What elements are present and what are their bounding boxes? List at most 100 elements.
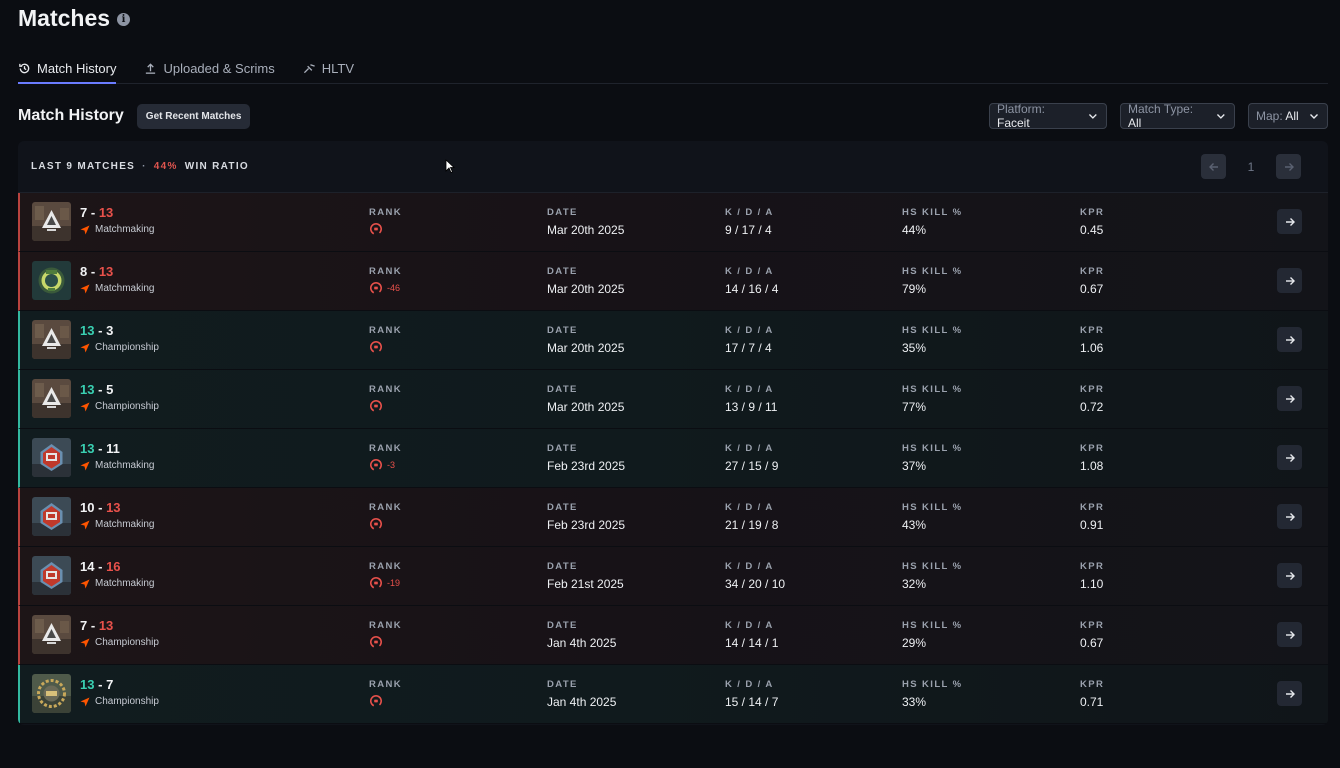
kda-column: K / D / A 27 / 15 / 9 [725,443,778,473]
hs-label: HS KILL % [902,679,963,690]
match-row[interactable]: 13 - 11 Matchmaking RANK -3 DATE Feb 23r… [18,429,1328,488]
hs-value: 77% [902,400,927,414]
match-mode: Matchmaking [80,578,154,589]
match-row[interactable]: 13 - 5 Championship RANK DATE Mar 20th 2… [18,370,1328,429]
score-dash: - [90,205,96,220]
arrow-right-icon [1285,217,1295,226]
map-thumbnail [32,556,71,595]
map-mirage-icon [32,615,71,654]
open-match-button[interactable] [1277,268,1302,293]
skill-level-icon [370,695,382,707]
kda-column: K / D / A 15 / 14 / 7 [725,679,778,709]
match-type-select[interactable]: Match Type: All [1120,102,1235,130]
score-team: 13 [80,382,95,397]
arrow-right-icon [1285,512,1295,521]
win-percentage: 44% [153,161,178,172]
score-block: 8 - 13 Matchmaking [80,264,154,294]
match-row[interactable]: 13 - 3 Championship RANK DATE Mar 20th 2… [18,311,1328,370]
match-type-value: All [1128,116,1142,130]
arrow-right-icon [1285,276,1295,285]
match-row[interactable]: 7 - 13 Championship RANK DATE Jan 4th 20… [18,606,1328,665]
skill-level-icon [370,518,382,530]
kda-column: K / D / A 13 / 9 / 11 [725,384,777,414]
score-team: 8 [80,264,88,279]
kpr-column: KPR 0.91 [1080,502,1104,532]
date-column: DATE Mar 20th 2025 [547,325,624,355]
tab-uploaded-scrims[interactable]: Uploaded & Scrims [144,58,275,84]
rank-label: RANK [369,207,403,218]
map-label: Map: [1256,109,1283,123]
date-label: DATE [547,384,578,395]
date-value: Feb 21st 2025 [547,577,624,591]
map-mirage-icon [32,202,71,241]
arrow-right-icon [1284,162,1294,171]
rank-value [369,222,402,236]
map-mirage-icon [32,320,71,359]
match-score: 14 - 16 [80,559,154,574]
match-row[interactable]: 7 - 13 Matchmaking RANK DATE Mar 20th 20… [18,193,1328,252]
tab-hltv[interactable]: HLTV [303,58,354,84]
faceit-icon [80,343,90,352]
date-value: Feb 23rd 2025 [547,459,626,473]
date-column: DATE Mar 20th 2025 [547,266,624,296]
kda-label: K / D / A [725,384,774,395]
open-match-button[interactable] [1277,445,1302,470]
match-row[interactable]: 8 - 13 Matchmaking RANK -46 DATE Mar 20t… [18,252,1328,311]
kpr-column: KPR 1.08 [1080,443,1104,473]
kpr-value: 1.08 [1080,459,1104,473]
hs-column: HS KILL % 79% [902,266,962,296]
match-row[interactable]: 14 - 16 Matchmaking RANK -19 DATE Feb 21… [18,547,1328,606]
hs-value: 35% [902,341,927,355]
match-mode-text: Championship [95,637,159,648]
skill-level-icon [370,282,382,294]
date-value: Mar 20th 2025 [547,223,625,237]
prev-page-button[interactable] [1201,154,1226,179]
kda-label: K / D / A [725,266,774,277]
platform-select[interactable]: Platform: Faceit [989,102,1107,130]
kpr-value: 0.67 [1080,636,1104,650]
match-row[interactable]: 10 - 13 Matchmaking RANK DATE Feb 23rd 2… [18,488,1328,547]
summary-bar: LAST 9 MATCHES · 44% WIN RATIO 1 [18,141,1328,193]
tab-match-history[interactable]: Match History [18,58,117,84]
map-mirage-icon [32,379,71,418]
date-value: Mar 20th 2025 [547,341,625,355]
tab-label: Uploaded & Scrims [163,61,275,76]
match-row[interactable]: 13 - 7 Championship RANK DATE Jan 4th 20… [18,665,1328,724]
rank-label: RANK [369,325,403,336]
open-match-button[interactable] [1277,386,1302,411]
open-match-button[interactable] [1277,327,1302,352]
map-thumbnail [32,261,71,300]
date-value: Mar 20th 2025 [547,400,625,414]
skill-level-icon [370,577,382,589]
faceit-icon [80,579,90,588]
score-opponent: 16 [106,559,121,574]
map-select[interactable]: Map: All [1248,103,1328,129]
kpr-column: KPR 0.45 [1080,207,1104,237]
rank-value [369,635,402,649]
score-dash: - [98,559,103,574]
hs-column: HS KILL % 37% [902,443,962,473]
open-match-button[interactable] [1277,504,1302,529]
kda-label: K / D / A [725,207,774,218]
next-page-button[interactable] [1276,154,1301,179]
page-title: Matches i [18,5,131,32]
open-match-button[interactable] [1277,681,1302,706]
hs-column: HS KILL % 44% [902,207,962,237]
rank-value: -46 [369,281,402,295]
score-block: 10 - 13 Matchmaking [80,500,154,530]
date-label: DATE [547,266,578,277]
hs-column: HS KILL % 77% [902,384,962,414]
match-mode-text: Matchmaking [95,283,155,294]
open-match-button[interactable] [1277,209,1302,234]
open-match-button[interactable] [1277,622,1302,647]
get-recent-matches-button[interactable]: Get Recent Matches [136,103,251,129]
rank-column: RANK [369,325,402,354]
date-column: DATE Feb 23rd 2025 [547,443,625,473]
score-dash: - [90,618,96,633]
hs-label: HS KILL % [902,325,963,336]
info-icon[interactable]: i [117,13,131,26]
score-block: 7 - 13 Matchmaking [80,205,154,235]
score-opponent: 13 [106,500,121,515]
open-match-button[interactable] [1277,563,1302,588]
score-team: 14 [80,559,95,574]
